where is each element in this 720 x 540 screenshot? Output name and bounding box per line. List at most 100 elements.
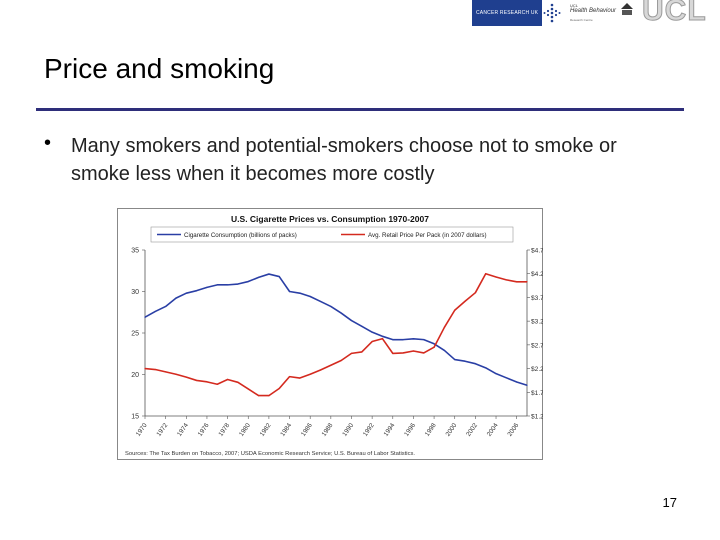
price-point: [288, 376, 291, 378]
price-point: [247, 388, 249, 390]
legend-consumption-label: Cigarette Consumption (billions of packs…: [184, 232, 297, 239]
consumption-point: [247, 280, 249, 283]
left-y-tick-label: 15: [131, 414, 139, 421]
consumption-point: [330, 305, 332, 308]
price-point: [495, 276, 497, 278]
price-point: [257, 395, 260, 397]
consumption-point: [226, 284, 229, 286]
chart-source-note: Sources: The Tax Burden on Tobacco, 2007…: [125, 451, 415, 457]
left-y-tick-label: 25: [131, 331, 139, 338]
right-y-tick-label: $3.25: [531, 319, 543, 326]
consumption-point: [412, 338, 415, 340]
price-series-line: [144, 272, 527, 397]
consumption-point: [196, 290, 198, 292]
consumption-point: [185, 292, 187, 294]
price-point: [226, 378, 229, 381]
legend-box: [150, 226, 514, 243]
price-point: [381, 338, 384, 340]
consumption-series-line: [144, 273, 528, 387]
consumption-point: [361, 325, 363, 327]
chart-title: U.S. Cigarette Prices vs. Consumption 19…: [231, 214, 429, 224]
consumption-point: [433, 343, 435, 345]
price-point: [361, 351, 363, 353]
slide-title: Price and smoking: [44, 53, 275, 84]
ucl-logo: UCL: [614, 0, 720, 28]
consumption-point: [526, 384, 528, 386]
legend-price-label: Avg. Retail Price Per Pack (in 2007 doll…: [368, 232, 487, 239]
price-point: [412, 350, 415, 352]
price-point: [340, 359, 342, 362]
right-y-tick-label: $2.75: [531, 342, 543, 349]
price-point: [526, 281, 528, 283]
price-point: [330, 364, 332, 366]
consumption-point: [371, 331, 373, 333]
price-point: [423, 352, 425, 354]
price-point: [443, 326, 446, 328]
consumption-point: [257, 276, 260, 278]
consumption-point: [485, 367, 487, 369]
title-divider: [36, 108, 684, 111]
price-point: [402, 352, 404, 354]
price-point: [144, 367, 146, 370]
price-point: [216, 383, 218, 385]
consumption-point: [278, 275, 280, 278]
price-point: [185, 376, 187, 378]
bullet-marker: •: [44, 132, 52, 154]
consumption-point: [474, 363, 476, 365]
price-point: [154, 368, 156, 371]
consumption-point: [505, 377, 507, 379]
ucl-portico-icon: [621, 3, 633, 15]
consumption-point: [288, 290, 291, 293]
consumption-point: [268, 273, 270, 275]
consumption-point: [340, 312, 342, 314]
price-point: [454, 309, 456, 311]
price-point: [505, 279, 507, 281]
price-point: [485, 273, 487, 275]
page-number: 17: [662, 495, 677, 510]
price-point: [206, 381, 208, 383]
left-y-tick-label: 35: [131, 248, 139, 255]
consumption-point: [350, 319, 353, 322]
cancer-research-uk-logo: CANCER RESEARCH UK: [472, 0, 542, 26]
dotted-star-icon: [543, 3, 561, 23]
consumption-point: [454, 358, 456, 361]
consumption-point: [495, 373, 497, 375]
consumption-point: [402, 339, 404, 341]
price-point: [464, 300, 466, 302]
right-y-tick-label: $4.75: [531, 248, 543, 255]
consumption-point: [175, 297, 177, 299]
health-logo-line2: Health Behaviour: [570, 8, 617, 14]
consumption-point: [443, 349, 446, 352]
price-point: [165, 371, 167, 373]
price-point: [433, 346, 435, 348]
price-point: [175, 373, 177, 375]
right-y-tick-label: $3.75: [531, 295, 543, 302]
right-y-tick-label: $1.25: [531, 414, 543, 421]
chart-legend: Cigarette Consumption (billions of packs…: [150, 226, 514, 243]
consumption-point: [464, 360, 466, 362]
price-point: [371, 340, 373, 343]
consumption-point: [516, 381, 518, 383]
consumption-point: [206, 286, 208, 288]
health-logo-line3: Research Centre: [570, 18, 593, 22]
price-point: [196, 379, 198, 382]
consumption-point: [309, 295, 311, 298]
price-point: [319, 369, 322, 371]
health-behaviour-centre-logo: UCL Health Behaviour Research Centre: [564, 2, 634, 24]
price-point: [278, 387, 280, 390]
consumption-point: [381, 335, 384, 337]
consumption-point: [216, 284, 218, 286]
consumption-point: [165, 305, 167, 308]
consumption-point: [299, 292, 301, 294]
health-logo-line1: UCL: [570, 3, 579, 8]
header-logos: CANCER RESEARCH UK UCL Health Behaviour …: [472, 0, 720, 28]
price-consumption-chart: U.S. Cigarette Prices vs. Consumption 19…: [117, 208, 543, 460]
price-point: [474, 292, 476, 294]
price-point: [268, 395, 270, 397]
left-y-tick-label: 20: [131, 372, 139, 379]
price-point: [309, 373, 311, 375]
price-point: [350, 352, 353, 354]
cancer-research-uk-logo-text: CANCER RESEARCH UK: [476, 10, 539, 16]
right-y-tick-label: $4.25: [531, 271, 543, 278]
left-y-tick-label: 30: [131, 289, 139, 296]
